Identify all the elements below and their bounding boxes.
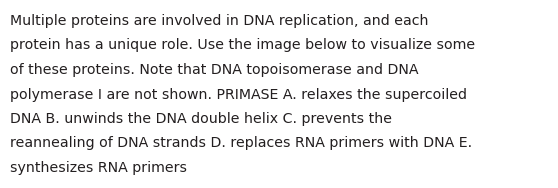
Text: DNA B. unwinds the DNA double helix C. prevents the: DNA B. unwinds the DNA double helix C. p… [10, 112, 392, 126]
Text: polymerase I are not shown. PRIMASE A. relaxes the supercoiled: polymerase I are not shown. PRIMASE A. r… [10, 87, 467, 102]
Text: of these proteins. Note that DNA topoisomerase and DNA: of these proteins. Note that DNA topoiso… [10, 63, 418, 77]
Text: protein has a unique role. Use the image below to visualize some: protein has a unique role. Use the image… [10, 39, 475, 52]
Text: reannealing of DNA strands D. replaces RNA primers with DNA E.: reannealing of DNA strands D. replaces R… [10, 136, 472, 151]
Text: synthesizes RNA primers: synthesizes RNA primers [10, 161, 187, 175]
Text: Multiple proteins are involved in DNA replication, and each: Multiple proteins are involved in DNA re… [10, 14, 429, 28]
